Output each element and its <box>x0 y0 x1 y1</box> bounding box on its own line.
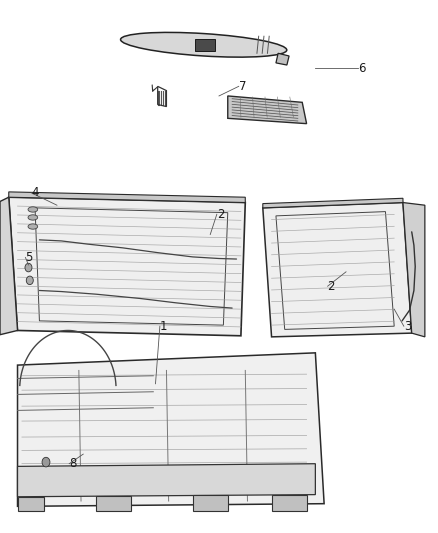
Polygon shape <box>263 203 412 337</box>
Text: 7: 7 <box>239 80 246 93</box>
Text: 2: 2 <box>328 280 335 293</box>
Polygon shape <box>18 464 315 497</box>
Text: 3: 3 <box>404 320 411 333</box>
Polygon shape <box>403 203 425 337</box>
Polygon shape <box>9 197 245 336</box>
Text: 1: 1 <box>160 320 167 333</box>
Ellipse shape <box>28 224 38 229</box>
Circle shape <box>26 276 33 285</box>
Polygon shape <box>276 53 289 65</box>
Polygon shape <box>18 353 324 506</box>
Ellipse shape <box>28 207 38 212</box>
Text: 8: 8 <box>69 457 77 470</box>
Text: 4: 4 <box>32 187 39 199</box>
Text: 5: 5 <box>25 251 33 264</box>
Polygon shape <box>272 495 307 511</box>
Text: 6: 6 <box>358 62 366 75</box>
Polygon shape <box>228 96 307 124</box>
Circle shape <box>25 263 32 272</box>
Ellipse shape <box>120 33 287 57</box>
Polygon shape <box>193 495 228 511</box>
Polygon shape <box>263 198 403 208</box>
Circle shape <box>42 457 50 467</box>
Ellipse shape <box>28 215 38 220</box>
Polygon shape <box>18 497 44 511</box>
Polygon shape <box>0 197 18 335</box>
Polygon shape <box>96 496 131 511</box>
Polygon shape <box>9 192 245 203</box>
Bar <box>195 39 215 51</box>
Text: 2: 2 <box>217 208 224 221</box>
